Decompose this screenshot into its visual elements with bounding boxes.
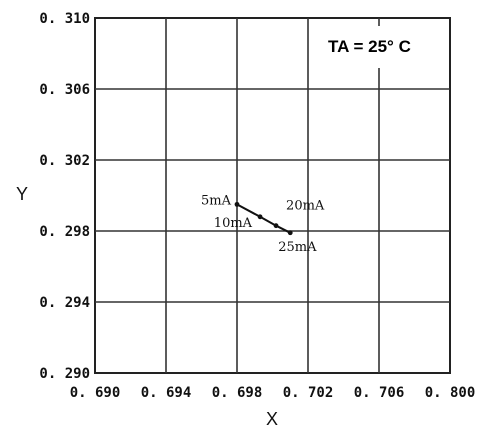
x-tick-label: 0. 800 — [425, 385, 476, 401]
y-axis-label: Y — [16, 184, 28, 204]
y-tick-label: 0. 294 — [39, 295, 90, 311]
data-point-label: 10mA — [214, 216, 253, 231]
plot-frame — [94, 17, 451, 374]
x-axis-label: X — [266, 409, 278, 429]
x-tick-label: 0. 698 — [212, 385, 263, 401]
series-line — [236, 203, 291, 234]
data-point-label: 25mA — [278, 240, 317, 255]
y-tick-label: 0. 310 — [39, 11, 90, 27]
data-point — [257, 214, 263, 220]
data-point — [273, 223, 279, 229]
x-tick-label: 0. 694 — [141, 385, 192, 401]
x-tick-labels: 0. 690 0. 694 0. 698 0. 702 0. 706 0. 800 — [70, 385, 476, 401]
data-point — [287, 230, 293, 236]
y-tick-labels: 0. 310 0. 306 0. 302 0. 298 0. 294 0. 290 — [39, 11, 90, 382]
y-tick-label: 0. 290 — [39, 366, 90, 382]
x-tick-label: 0. 706 — [354, 385, 405, 401]
x-tick-label: 0. 690 — [70, 385, 121, 401]
condition-annotation: TA = 25° C — [328, 37, 411, 56]
y-tick-label: 0. 298 — [39, 224, 90, 240]
data-point-label: 20mA — [286, 199, 325, 214]
grid-lines — [95, 18, 450, 373]
data-point — [234, 201, 240, 207]
x-tick-label: 0. 702 — [283, 385, 334, 401]
y-tick-label: 0. 302 — [39, 153, 90, 169]
condition-box — [315, 26, 447, 68]
data-point-label: 5mA — [201, 193, 232, 208]
series-group: 5mA 10mA 20mA 25mA — [201, 193, 325, 254]
y-tick-label: 0. 306 — [39, 82, 90, 98]
